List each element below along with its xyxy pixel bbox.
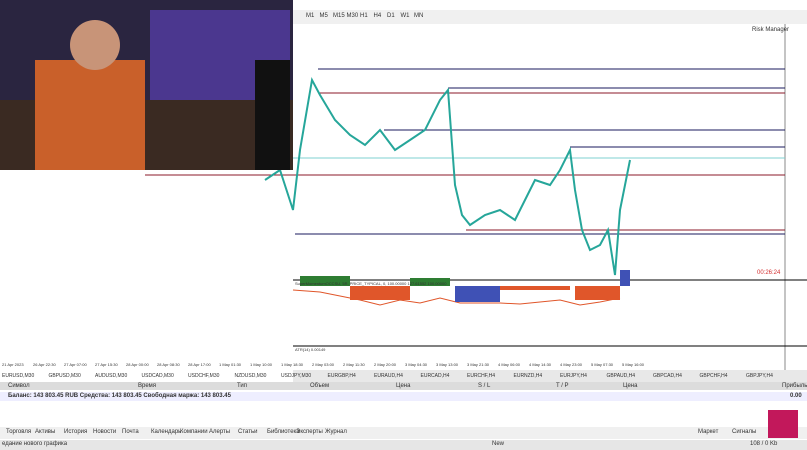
- balance-bg: [0, 392, 807, 401]
- price-line: [264, 76, 631, 276]
- symbol-tab[interactable]: EURJPY,H4: [560, 373, 587, 379]
- time-label: 2 May 20:00: [374, 362, 397, 367]
- toolbox-tab[interactable]: Статьи: [238, 429, 258, 435]
- time-label: 1 May 18:30: [281, 362, 304, 367]
- indicator-title: SuperMomentumOCCSU, 5R, PRICE_TYPICAL, 0…: [295, 281, 447, 286]
- profit: 0.00: [790, 393, 802, 399]
- symbol-tab[interactable]: GBPAUD,H4: [606, 373, 636, 379]
- sub-indicator-title: ATR(14) 0.00149: [295, 347, 326, 352]
- time-label: 27 Apr 07:00: [64, 362, 87, 367]
- chart-area: [293, 24, 785, 370]
- time-label: 2 May 11:30: [343, 362, 365, 367]
- monitor: [255, 60, 290, 170]
- timeframe[interactable]: M30: [346, 13, 359, 19]
- time-label: 28 Apr 00:00: [126, 362, 149, 367]
- timeframe[interactable]: M1: [306, 13, 315, 19]
- toolbox-tab[interactable]: Библиотека: [267, 429, 300, 435]
- status-bg: [0, 440, 807, 450]
- time-label: 1 May 10:00: [250, 362, 273, 367]
- symbol-tab[interactable]: EURCHF,H4: [467, 373, 496, 379]
- column-header: Цена: [623, 383, 638, 389]
- toolbox-tab[interactable]: Маркет: [698, 429, 719, 435]
- toolbar-bg: [293, 10, 807, 24]
- timeframe[interactable]: D1: [387, 13, 395, 19]
- time-label: 26 Apr 22:30: [33, 362, 56, 367]
- timeframe[interactable]: M5: [319, 13, 328, 19]
- timeframe[interactable]: H1: [360, 13, 368, 19]
- symbol-tab[interactable]: AUDUSD,M30: [95, 373, 128, 379]
- time-label: 28 Apr 08:30: [157, 362, 180, 367]
- countdown: 00:26:24: [757, 270, 781, 276]
- symbol-tab[interactable]: NZDUSD,M30: [234, 373, 267, 379]
- balance: Баланс: 143 803.45 RUB Средства: 143 803…: [8, 393, 231, 399]
- time-label: 5 May 07:30: [591, 362, 614, 367]
- toolbox-tab[interactable]: Календарь: [151, 429, 182, 435]
- symbol-tab[interactable]: USDCAD,M30: [141, 373, 174, 379]
- symbol-tab[interactable]: USDJPY,M30: [281, 373, 312, 379]
- time-label: 1 May 01:30: [219, 362, 242, 367]
- toolbox-tab[interactable]: Новости: [93, 429, 117, 435]
- toolbox-tab[interactable]: Сигналы: [732, 429, 757, 435]
- timeframe[interactable]: M15: [333, 13, 345, 19]
- symbol-tab[interactable]: EURUSD,M30: [2, 373, 35, 379]
- toolbox-tab[interactable]: Алерты: [209, 429, 231, 435]
- symbol-tab[interactable]: USDCHF,M30: [188, 373, 220, 379]
- levels-red: [145, 92, 785, 231]
- time-label: 28 Apr 17:00: [188, 362, 211, 367]
- symbol-tab[interactable]: EURAUD,H4: [374, 373, 403, 379]
- person: [35, 60, 145, 170]
- time-label: 2 May 03:00: [312, 362, 335, 367]
- symbol-tab[interactable]: EURNZD,H4: [513, 373, 543, 379]
- histogram: [300, 270, 630, 302]
- symbol-tab[interactable]: GBPCHF,H4: [699, 373, 728, 379]
- toolbox-tabs-bg: [0, 427, 807, 439]
- toolbox-tab[interactable]: Активы: [35, 429, 56, 435]
- timeframe[interactable]: W1: [400, 13, 410, 19]
- time-label: 4 May 14:30: [529, 362, 552, 367]
- column-header: T / P: [556, 383, 569, 389]
- timeframe[interactable]: H4: [373, 13, 382, 19]
- toolbox-tab[interactable]: Почта: [122, 429, 139, 435]
- timeframe[interactable]: MN: [414, 13, 424, 19]
- status-text: 108 / 0 Kb: [750, 441, 778, 447]
- symbol-tab[interactable]: GBPCAD,H4: [653, 373, 682, 379]
- panel-label: Risk Manager: [752, 27, 790, 33]
- column-header: Время: [138, 383, 157, 389]
- columns-bg: [0, 382, 807, 390]
- cam-logo: [768, 410, 798, 438]
- toolbox-tab[interactable]: Журнал: [325, 429, 347, 435]
- toolbox-tab[interactable]: Торговля: [6, 429, 32, 435]
- person-head: [70, 20, 120, 70]
- time-label: 4 May 23:00: [560, 362, 583, 367]
- symbol-tab[interactable]: EURGBP,H4: [327, 373, 356, 379]
- column-header: Тип: [237, 383, 248, 389]
- column-header: Объем: [310, 383, 330, 389]
- column-header: Цена: [396, 383, 411, 389]
- column-header: Прибыль: [782, 383, 807, 389]
- time-label: 27 Apr 15:30: [95, 362, 118, 367]
- toolbox-tab[interactable]: История: [64, 429, 88, 435]
- time-label: 4 May 06:00: [498, 362, 521, 367]
- tabs-bg: [293, 370, 807, 382]
- time-label: 3 May 21:30: [467, 362, 490, 367]
- toolbox-tab[interactable]: Компании: [180, 429, 208, 435]
- status-text: New: [492, 441, 505, 447]
- toolbox-tab[interactable]: Эксперты: [296, 429, 323, 435]
- time-label: 3 May 13:00: [436, 362, 459, 367]
- time-label: 21 Apr 2023: [2, 362, 24, 367]
- status-text: едание нового графика: [2, 441, 68, 447]
- symbol-tab[interactable]: EURCAD,H4: [420, 373, 450, 379]
- symbol-tab[interactable]: GBPJPY,H4: [746, 373, 773, 379]
- symbol-tab[interactable]: GBPUSD,M30: [48, 373, 81, 379]
- time-label: 5 May 16:00: [622, 362, 645, 367]
- column-header: S / L: [478, 383, 491, 389]
- time-label: 3 May 04:30: [405, 362, 428, 367]
- column-header: Символ: [8, 383, 30, 389]
